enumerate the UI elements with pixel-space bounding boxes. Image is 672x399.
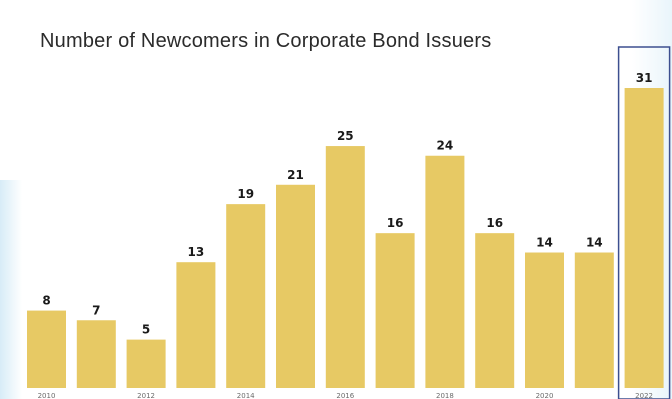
bar-2013 bbox=[176, 262, 216, 388]
x-tick-label-2016: 2016 bbox=[336, 392, 354, 399]
bar-2011 bbox=[76, 320, 116, 388]
highlight-box-2022 bbox=[617, 46, 671, 399]
value-label-2014: 19 bbox=[237, 187, 254, 201]
x-tick-label-2022: 2022 bbox=[635, 392, 653, 399]
bar-2022 bbox=[624, 88, 664, 388]
value-label-2022: 31 bbox=[636, 71, 653, 85]
left-glow-decoration bbox=[0, 180, 22, 399]
value-label-2013: 13 bbox=[188, 245, 205, 259]
x-tick-label-2020: 2020 bbox=[536, 392, 554, 399]
bar-2014 bbox=[226, 204, 266, 388]
bar-2016 bbox=[325, 146, 365, 388]
x-tick-label-2014: 2014 bbox=[237, 392, 255, 399]
value-label-2012: 5 bbox=[142, 323, 150, 337]
value-label-2020: 14 bbox=[536, 236, 553, 250]
bar-2010 bbox=[27, 310, 66, 388]
value-label-2017: 16 bbox=[387, 216, 404, 230]
bar-2017 bbox=[375, 233, 415, 388]
value-label-2019: 16 bbox=[486, 216, 503, 230]
x-tick-label-2012: 2012 bbox=[137, 392, 155, 399]
chart-title: Number of Newcomers in Corporate Bond Is… bbox=[40, 30, 492, 52]
bar-2018 bbox=[425, 155, 465, 388]
value-label-2021: 14 bbox=[586, 236, 603, 250]
value-label-2015: 21 bbox=[287, 168, 304, 182]
x-tick-label-2018: 2018 bbox=[436, 392, 454, 399]
bar-2012 bbox=[126, 339, 166, 388]
value-label-2018: 24 bbox=[437, 139, 454, 153]
x-tick-label-2010: 2010 bbox=[38, 392, 56, 399]
bar-2015 bbox=[276, 184, 315, 388]
value-label-2016: 25 bbox=[337, 129, 354, 143]
bar-2020 bbox=[525, 252, 564, 388]
bar-2021 bbox=[574, 252, 614, 388]
bar-2019 bbox=[475, 233, 515, 388]
value-label-2010: 8 bbox=[42, 294, 50, 308]
value-label-2011: 7 bbox=[92, 303, 100, 317]
